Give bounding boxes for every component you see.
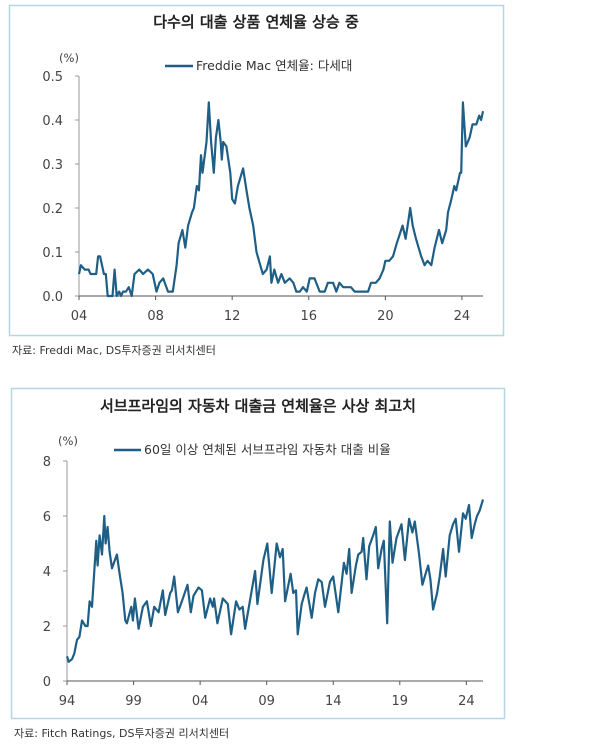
x-tick-label: 20 <box>377 309 394 324</box>
x-tick-label: 19 <box>392 694 409 709</box>
chart-1-plot: 0.0 0.1 0.2 0.3 0.4 0.5 04 08 12 16 20 24 <box>42 70 485 324</box>
y-tick-label: 8 <box>43 455 51 470</box>
y-tick-label: 0.3 <box>42 158 63 173</box>
x-tick-label: 99 <box>125 694 142 709</box>
chart-1: 다수의 대출 상품 연체율 상승 중 (%) Freddie Mac 연체율: … <box>8 4 505 357</box>
x-tick-label: 04 <box>192 694 209 709</box>
y-tick-label: 2 <box>43 620 51 635</box>
chart-1-legend-label: Freddie Mac 연체율: 다세대 <box>196 58 352 73</box>
y-tick-label: 6 <box>43 510 51 525</box>
chart-1-title: 다수의 대출 상품 연체율 상승 중 <box>153 13 359 31</box>
y-tick-label: 4 <box>43 565 51 580</box>
x-tick-label: 24 <box>454 309 471 324</box>
chart-1-frame <box>8 4 505 337</box>
chart-2-source: 자료: Fitch Ratings, DS투자증권 리서치센터 <box>14 727 229 740</box>
x-tick-label: 04 <box>71 309 88 324</box>
x-tick-label: 12 <box>224 309 241 324</box>
x-tick-label: 09 <box>258 694 275 709</box>
y-tick-label: 0.0 <box>42 290 63 305</box>
series-line <box>65 499 485 663</box>
chart-2: 서브프라임의 자동차 대출금 연체율은 사상 최고치 (%) 60일 이상 연체… <box>10 387 506 740</box>
y-tick-label: 0.4 <box>42 114 63 129</box>
chart-2-title: 서브프라임의 자동차 대출금 연체율은 사상 최고치 <box>100 397 416 415</box>
chart-1-y-unit: (%) <box>59 51 79 65</box>
x-tick-label: 16 <box>300 309 317 324</box>
y-tick-label: 0.1 <box>42 246 63 261</box>
y-tick-label: 0.2 <box>42 202 63 217</box>
chart-2-frame <box>10 387 506 720</box>
chart-2-legend-label: 60일 이상 연체된 서브프라임 자동차 대출 비율 <box>144 442 391 457</box>
series-line <box>77 101 485 298</box>
x-tick-label: 24 <box>458 694 475 709</box>
y-tick-label: 0.5 <box>42 70 63 85</box>
y-tick-label: 0 <box>43 675 51 690</box>
x-tick-label: 14 <box>325 694 342 709</box>
x-tick-label: 08 <box>147 309 164 324</box>
chart-2-y-unit: (%) <box>58 434 78 448</box>
chart-1-source: 자료: Freddi Mac, DS투자증권 리서치센터 <box>12 344 216 357</box>
x-tick-label: 94 <box>59 694 76 709</box>
